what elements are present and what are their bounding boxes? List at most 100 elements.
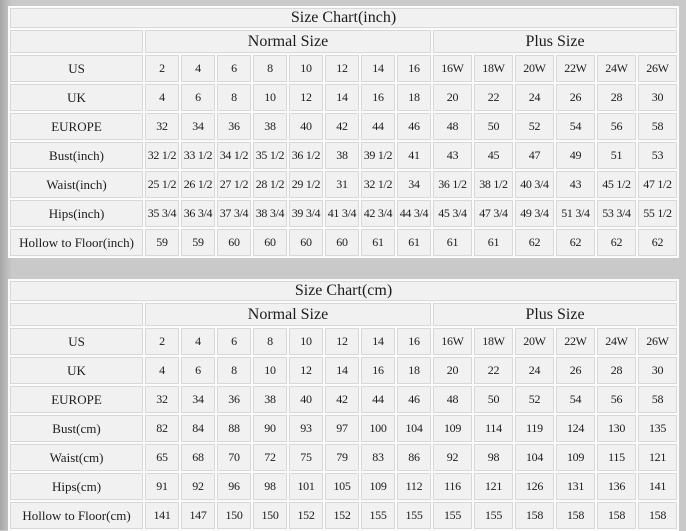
size-value-cell: 109 (433, 415, 472, 442)
size-value-cell: 155 (397, 502, 431, 529)
size-value-cell: 60 (325, 229, 359, 256)
size-value-cell: 72 (253, 444, 287, 471)
size-value-cell: 12 (325, 55, 359, 82)
row-label: Hollow to Floor(cm) (10, 502, 143, 529)
size-value-cell: 101 (289, 473, 323, 500)
size-value-cell: 55 1/2 (638, 200, 677, 227)
size-value-cell: 104 (397, 415, 431, 442)
size-value-cell: 60 (289, 229, 323, 256)
size-value-cell: 54 (556, 386, 595, 413)
size-value-cell: 14 (325, 357, 359, 384)
size-value-cell: 60 (217, 229, 251, 256)
size-value-cell: 152 (289, 502, 323, 529)
size-value-cell: 10 (253, 84, 287, 111)
size-value-cell: 38 3/4 (253, 200, 287, 227)
size-value-cell: 124 (556, 415, 595, 442)
size-value-cell: 40 3/4 (515, 171, 554, 198)
size-value-cell: 32 1/2 (145, 142, 179, 169)
size-value-cell: 28 1/2 (253, 171, 287, 198)
size-value-cell: 58 (638, 386, 677, 413)
size-value-cell: 6 (181, 357, 215, 384)
size-value-cell: 47 (515, 142, 554, 169)
size-value-cell: 75 (289, 444, 323, 471)
size-value-cell: 70 (217, 444, 251, 471)
size-value-cell: 98 (474, 444, 513, 471)
size-value-cell: 51 (597, 142, 636, 169)
size-value-cell: 41 3/4 (325, 200, 359, 227)
size-value-cell: 38 (253, 386, 287, 413)
size-value-cell: 112 (397, 473, 431, 500)
size-value-cell: 26 (556, 84, 595, 111)
size-value-cell: 50 (474, 113, 513, 140)
size-value-cell: 54 (556, 113, 595, 140)
row-label: UK (10, 357, 143, 384)
size-value-cell: 88 (217, 415, 251, 442)
size-value-cell: 38 (325, 142, 359, 169)
size-value-cell: 24W (597, 328, 636, 355)
size-value-cell: 30 (638, 357, 677, 384)
size-value-cell: 42 (325, 113, 359, 140)
size-value-cell: 20 (433, 357, 472, 384)
size-value-cell: 92 (433, 444, 472, 471)
size-value-cell: 18W (474, 328, 513, 355)
size-value-cell: 41 (397, 142, 431, 169)
size-value-cell: 38 (253, 113, 287, 140)
size-value-cell: 119 (515, 415, 554, 442)
size-value-cell: 47 1/2 (638, 171, 677, 198)
size-value-cell: 34 (181, 386, 215, 413)
size-value-cell: 26 1/2 (181, 171, 215, 198)
size-value-cell: 46 (397, 386, 431, 413)
size-value-cell: 39 1/2 (361, 142, 395, 169)
corner-blank-cell (10, 303, 143, 326)
table-row: US 2 4 6 8 10 12 14 16 16W 18W 20W 22W 24W 26W (10, 55, 677, 82)
size-value-cell: 36 (217, 113, 251, 140)
size-value-cell: 32 1/2 (361, 171, 395, 198)
size-value-cell: 35 1/2 (253, 142, 287, 169)
size-value-cell: 42 3/4 (361, 200, 395, 227)
size-value-cell: 158 (597, 502, 636, 529)
size-value-cell: 16 (397, 328, 431, 355)
size-value-cell: 48 (433, 113, 472, 140)
size-value-cell: 39 3/4 (289, 200, 323, 227)
size-value-cell: 34 1/2 (217, 142, 251, 169)
row-label: Hips(inch) (10, 200, 143, 227)
size-value-cell: 16 (397, 55, 431, 82)
size-chart-cm-table: Size Chart(cm) Normal Size Plus Size US 2 4 6 8… (8, 279, 679, 531)
size-value-cell: 29 1/2 (289, 171, 323, 198)
size-value-cell: 93 (289, 415, 323, 442)
size-value-cell: 116 (433, 473, 472, 500)
size-value-cell: 48 (433, 386, 472, 413)
size-value-cell: 131 (556, 473, 595, 500)
size-value-cell: 34 (181, 113, 215, 140)
size-value-cell: 68 (181, 444, 215, 471)
size-value-cell: 6 (217, 328, 251, 355)
row-label: EUROPE (10, 386, 143, 413)
table-title-row: Size Chart(inch) (10, 8, 677, 28)
size-value-cell: 135 (638, 415, 677, 442)
size-value-cell: 141 (638, 473, 677, 500)
size-value-cell: 40 (289, 113, 323, 140)
table-row: Waist(cm) 65 68 70 72 75 79 83 86 92 98 104 109 115 12… (10, 444, 677, 471)
column-group-normal-size: Normal Size (145, 30, 431, 53)
column-group-row: Normal Size Plus Size (10, 303, 677, 326)
size-value-cell: 97 (325, 415, 359, 442)
size-value-cell: 158 (556, 502, 595, 529)
row-label: UK (10, 84, 143, 111)
size-value-cell: 155 (433, 502, 472, 529)
table-row: UK 4 6 8 10 12 14 16 18 20 22 24 26 28 30 (10, 357, 677, 384)
table-row: US 2 4 6 8 10 12 14 16 16W 18W 20W 22W 24W 26W (10, 328, 677, 355)
size-value-cell: 44 3/4 (397, 200, 431, 227)
size-value-cell: 35 3/4 (145, 200, 179, 227)
size-value-cell: 136 (597, 473, 636, 500)
row-label: Bust(inch) (10, 142, 143, 169)
table-row: Hollow to Floor(inch) 59 59 60 60 60 60 61 61 61 6… (10, 229, 677, 256)
row-label: US (10, 55, 143, 82)
size-value-cell: 56 (597, 113, 636, 140)
size-value-cell: 150 (217, 502, 251, 529)
table-row: EUROPE 32 34 36 38 40 42 44 46 48 50 52 54 56 58 (10, 113, 677, 140)
size-value-cell: 38 1/2 (474, 171, 513, 198)
size-value-cell: 147 (181, 502, 215, 529)
size-value-cell: 61 (433, 229, 472, 256)
size-value-cell: 25 1/2 (145, 171, 179, 198)
